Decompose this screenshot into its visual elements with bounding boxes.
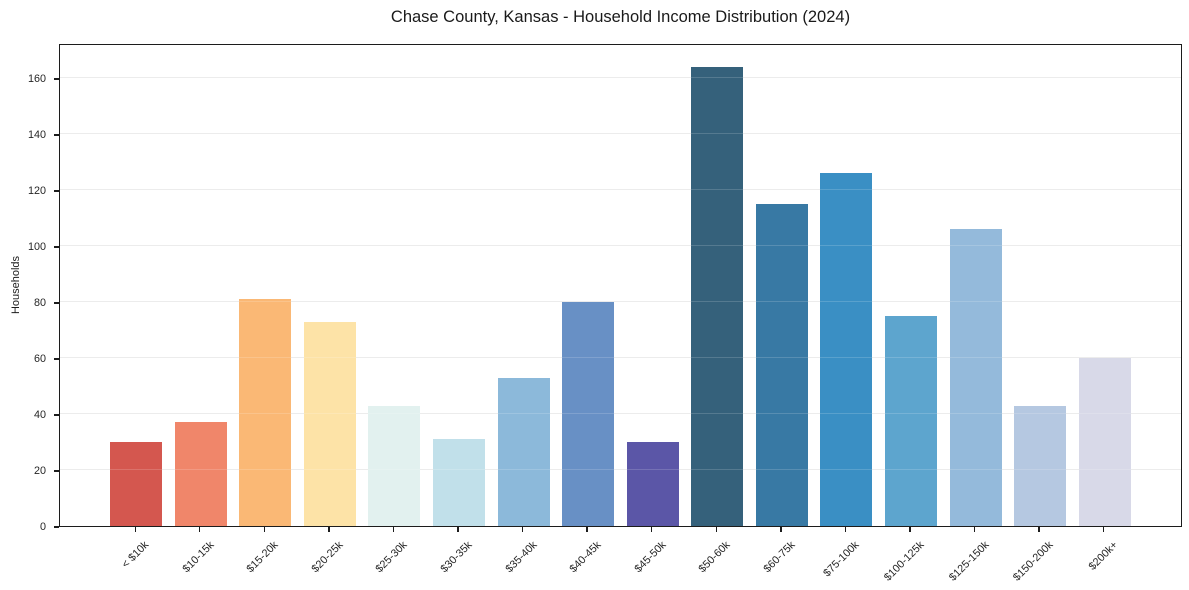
bar (691, 67, 744, 526)
x-tick-label: $10-15k (180, 539, 217, 576)
bar (626, 442, 679, 526)
gridline (60, 189, 1181, 191)
gridline (60, 77, 1181, 79)
x-tick-label: $15-20k (244, 539, 281, 576)
bar (562, 302, 615, 526)
y-tick-label: 100 (27, 241, 46, 254)
x-tick-mark (586, 527, 588, 532)
x-tick-label: $20-25k (309, 539, 346, 576)
x-tick-label: $200k+ (1086, 539, 1121, 573)
x-tick-label: $35-40k (503, 539, 540, 576)
gridline (60, 469, 1181, 471)
gridline (60, 469, 1181, 471)
x-tick-label: $100-125k (881, 539, 927, 584)
x-tick-label: $30-35k (438, 539, 475, 576)
gridline (60, 301, 1181, 303)
y-tick-mark (54, 134, 59, 136)
y-tick-mark (54, 78, 59, 80)
bar (368, 405, 421, 526)
bar (755, 204, 808, 526)
x-tick-mark (521, 527, 524, 532)
x-tick-mark (909, 527, 911, 532)
y-tick-mark (54, 526, 59, 528)
x-tick-mark (973, 527, 976, 532)
y-tick-mark (54, 358, 59, 360)
y-tick-mark (54, 190, 59, 192)
x-tick-label: $25-30k (373, 539, 410, 576)
plot-area (59, 44, 1182, 527)
bar (433, 439, 486, 526)
x-tick-mark (392, 527, 395, 532)
bar (885, 316, 938, 526)
x-tick-label: $45-50k (632, 539, 669, 576)
bar (174, 422, 227, 526)
x-tick-label: $50-60k (696, 539, 733, 576)
gridline (60, 77, 1181, 79)
gridline (60, 133, 1181, 135)
y-tick-label: 60 (33, 353, 46, 366)
bar (303, 321, 356, 526)
gridline (60, 301, 1181, 303)
x-tick-mark (1038, 527, 1040, 532)
x-tick-mark (780, 527, 782, 532)
x-tick-mark (263, 527, 266, 532)
gridline (60, 357, 1181, 359)
bar (949, 229, 1002, 526)
y-axis: 0 20 40 60 80 100 120 140 160 (0, 44, 59, 533)
x-tick-label: $75-100k (821, 539, 862, 580)
x-tick-label: $150-200k (1011, 539, 1056, 584)
y-tick-label: 20 (33, 465, 46, 478)
x-tick-mark (457, 527, 459, 532)
y-tick-label: 0 (39, 521, 46, 533)
x-tick-label: $40-45k (567, 539, 604, 576)
x-tick-mark (844, 527, 847, 532)
bar (820, 173, 873, 526)
bar (110, 442, 163, 526)
y-tick-mark (54, 246, 59, 248)
y-tick-label: 80 (33, 297, 46, 310)
x-tick-label: $125-150k (946, 539, 992, 584)
gridline (60, 133, 1181, 135)
x-tick-mark (134, 527, 136, 532)
x-tick-mark (715, 527, 718, 532)
gridline (60, 357, 1181, 359)
y-tick-label: 40 (33, 409, 46, 422)
gridline (60, 245, 1181, 247)
x-tick-label: < $10k (120, 539, 152, 571)
x-tick-mark (651, 527, 653, 532)
y-tick-mark (54, 302, 59, 304)
x-tick-mark (1103, 527, 1105, 532)
bar (1078, 358, 1131, 526)
x-tick-label: $60-75k (761, 539, 798, 576)
bar (1014, 405, 1067, 526)
gridline (60, 413, 1181, 415)
y-tick-label: 160 (27, 73, 46, 86)
y-tick-mark (54, 414, 59, 416)
bar (239, 299, 292, 526)
x-axis: < $10k $10-15k $15-20k $20-25k $25-30k $30-35… (59, 527, 1182, 590)
gridline (60, 413, 1181, 415)
bar (497, 377, 550, 526)
gridline (60, 189, 1181, 191)
x-tick-mark (199, 527, 201, 532)
gridline (60, 245, 1181, 247)
y-tick-label: 140 (27, 129, 46, 142)
y-tick-mark (54, 470, 59, 472)
x-tick-mark (328, 527, 330, 532)
y-tick-label: 120 (27, 185, 46, 198)
chart-title: Chase County, Kansas - Household Income … (390, 8, 851, 26)
